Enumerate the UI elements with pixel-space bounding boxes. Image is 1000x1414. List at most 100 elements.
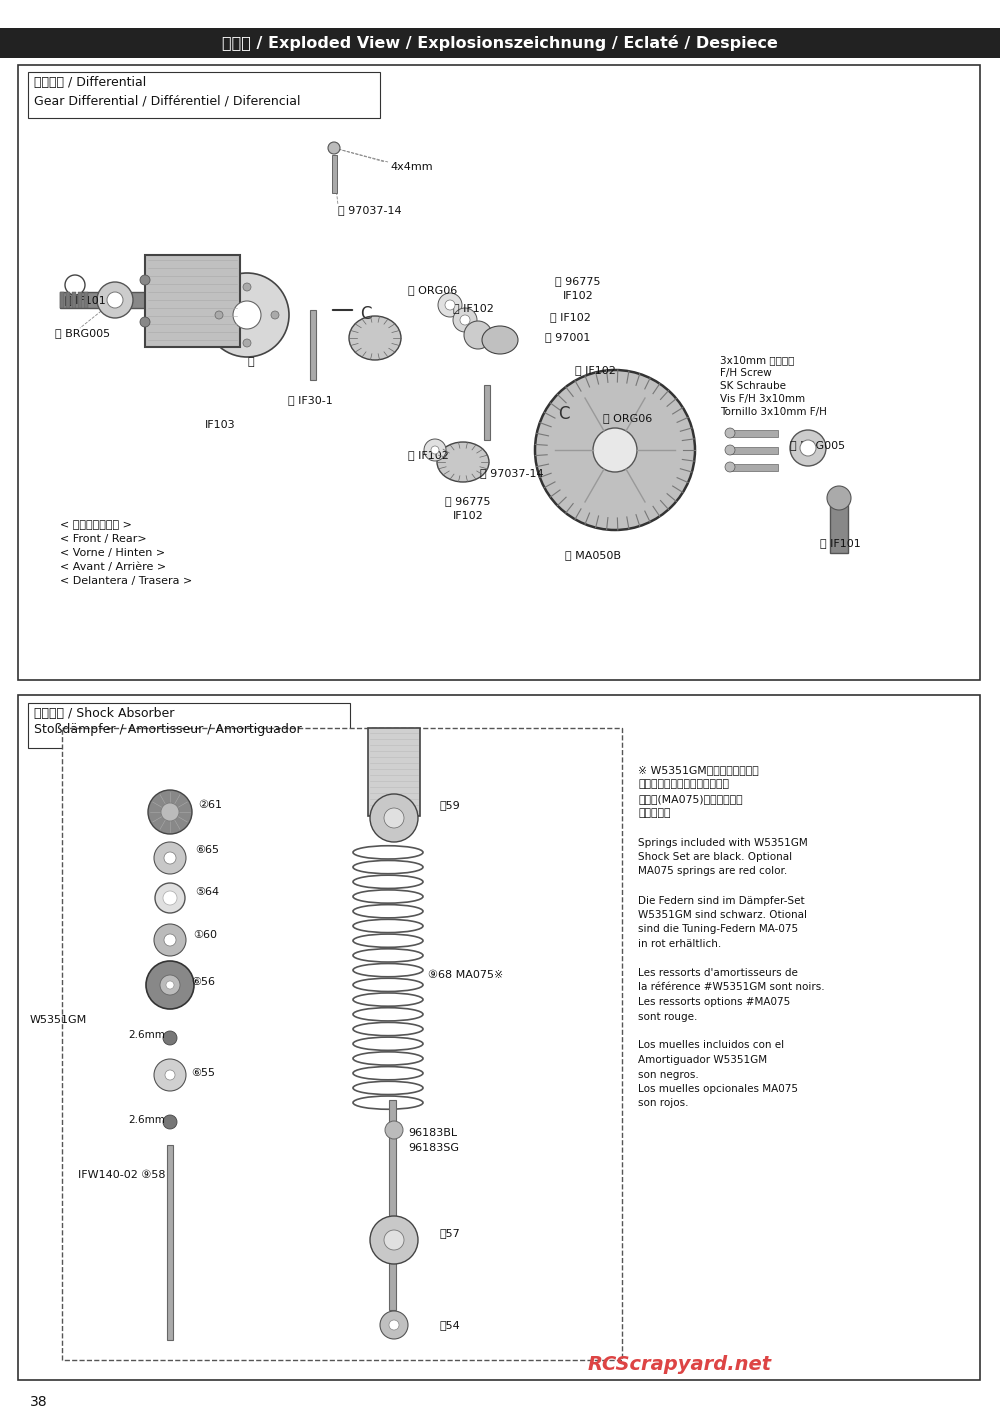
Circle shape (370, 1216, 418, 1264)
Circle shape (165, 1070, 175, 1080)
Circle shape (725, 445, 735, 455)
Text: Springs included with W5351GM: Springs included with W5351GM (638, 837, 808, 847)
Text: ⒈ IF101: ⒈ IF101 (65, 296, 106, 305)
Text: ⒂ IF102: ⒂ IF102 (453, 303, 494, 312)
Text: ⒄ 97037-14: ⒄ 97037-14 (480, 468, 544, 478)
Text: ⒆ ORG06: ⒆ ORG06 (408, 286, 457, 296)
Circle shape (163, 1116, 177, 1128)
Text: 38: 38 (30, 1396, 48, 1408)
Bar (28, 703, 350, 748)
Bar (310, 310, 316, 380)
Circle shape (328, 141, 340, 154)
Text: < Vorne / Hinten >: < Vorne / Hinten > (60, 549, 165, 559)
Bar (84, 293, 88, 308)
Text: Les ressorts d'amortisseurs de: Les ressorts d'amortisseurs de (638, 969, 798, 978)
Bar (28, 72, 380, 117)
Circle shape (593, 428, 637, 472)
Text: Los muelles incluidos con el: Los muelles incluidos con el (638, 1041, 784, 1051)
Bar (60, 293, 148, 308)
Circle shape (161, 803, 179, 822)
Bar (78, 293, 82, 308)
Circle shape (535, 370, 695, 530)
Text: IF102: IF102 (453, 510, 484, 520)
Text: < フロント／リヤ >: < フロント／リヤ > (60, 520, 132, 530)
Text: ⒈ IF101: ⒈ IF101 (820, 537, 861, 549)
Text: ⑫ 96775: ⑫ 96775 (445, 496, 490, 506)
Text: son negros.: son negros. (638, 1069, 699, 1079)
Circle shape (243, 283, 251, 291)
Circle shape (243, 339, 251, 346)
Text: 含まれるスプリングは黒です。: 含まれるスプリングは黒です。 (638, 779, 729, 789)
Circle shape (464, 321, 492, 349)
Circle shape (163, 891, 177, 905)
Text: < Front / Rear>: < Front / Rear> (60, 534, 147, 544)
Circle shape (215, 311, 223, 320)
Text: ⑥65: ⑥65 (195, 846, 219, 855)
Text: 3x10mm サラビス: 3x10mm サラビス (720, 355, 794, 365)
Text: IF102: IF102 (563, 291, 594, 301)
Circle shape (107, 293, 123, 308)
Circle shape (445, 300, 455, 310)
Circle shape (163, 1031, 177, 1045)
Circle shape (160, 976, 180, 995)
Circle shape (155, 882, 185, 913)
Circle shape (233, 301, 261, 329)
Circle shape (370, 795, 418, 841)
Bar (389, 1100, 396, 1309)
Text: ⒄ 97037-14: ⒄ 97037-14 (338, 205, 402, 215)
Text: は赤です。: は赤です。 (638, 809, 670, 819)
Circle shape (827, 486, 851, 510)
Bar (167, 1145, 173, 1340)
Circle shape (424, 438, 446, 461)
Text: ⒃ MA050B: ⒃ MA050B (565, 550, 621, 560)
Text: RCScrapyard.net: RCScrapyard.net (588, 1355, 772, 1374)
Text: Los muelles opcionales MA075: Los muelles opcionales MA075 (638, 1085, 798, 1094)
Circle shape (97, 281, 133, 318)
Text: Stoßdämpfer / Amortisseur / Amortiguador: Stoßdämpfer / Amortisseur / Amortiguador (34, 723, 302, 737)
Text: 2.6mm: 2.6mm (128, 1116, 165, 1126)
Text: ②61: ②61 (198, 800, 222, 810)
Text: ⑥55: ⑥55 (191, 1068, 215, 1077)
Circle shape (790, 430, 826, 467)
Bar (332, 156, 337, 192)
Bar (18, 65, 980, 680)
Text: < Avant / Arrière >: < Avant / Arrière > (60, 561, 166, 573)
Circle shape (140, 274, 150, 286)
Circle shape (271, 311, 279, 320)
Text: ⒆ ORG06: ⒆ ORG06 (603, 413, 652, 423)
Text: ⒅ BRG005: ⒅ BRG005 (55, 328, 110, 338)
Circle shape (164, 853, 176, 864)
Circle shape (205, 273, 289, 356)
Text: C: C (360, 305, 372, 322)
Text: 分解図 / Exploded View / Explosionszeichnung / Eclaté / Despiece: 分解図 / Exploded View / Explosionszeichnun… (222, 35, 778, 51)
Text: F/H Screw: F/H Screw (720, 368, 772, 378)
Text: sind die Tuning-Federn MA-075: sind die Tuning-Federn MA-075 (638, 925, 798, 935)
Text: Gear Differential / Différentiel / Diferencial: Gear Differential / Différentiel / Difer… (34, 93, 300, 107)
Circle shape (154, 923, 186, 956)
Circle shape (385, 1121, 403, 1140)
Text: Les ressorts options #MA075: Les ressorts options #MA075 (638, 997, 790, 1007)
Text: Die Federn sind im Dämpfer-Set: Die Federn sind im Dämpfer-Set (638, 895, 805, 905)
Circle shape (154, 1059, 186, 1092)
Circle shape (431, 445, 439, 454)
Text: ⑤64: ⑤64 (195, 887, 219, 896)
Text: sont rouge.: sont rouge. (638, 1011, 697, 1021)
Text: ⑫ 96775: ⑫ 96775 (555, 276, 600, 286)
Text: ⑔54: ⑔54 (440, 1321, 461, 1331)
Text: ⑥56: ⑥56 (191, 977, 215, 987)
Bar (72, 293, 76, 308)
Text: Vis F/H 3x10mm: Vis F/H 3x10mm (720, 395, 805, 404)
Text: Shock Set are black. Optional: Shock Set are black. Optional (638, 853, 792, 863)
Ellipse shape (437, 443, 489, 482)
Text: < Delantera / Trasera >: < Delantera / Trasera > (60, 575, 192, 585)
Text: ⑙59: ⑙59 (440, 800, 461, 810)
Ellipse shape (349, 315, 401, 361)
Bar (730, 447, 778, 454)
Bar (830, 498, 848, 553)
Circle shape (384, 807, 404, 829)
Circle shape (453, 308, 477, 332)
Text: ⑗57: ⑗57 (440, 1227, 461, 1239)
Circle shape (384, 1230, 404, 1250)
Text: ⒀ IF102: ⒀ IF102 (550, 312, 591, 322)
Circle shape (389, 1321, 399, 1331)
